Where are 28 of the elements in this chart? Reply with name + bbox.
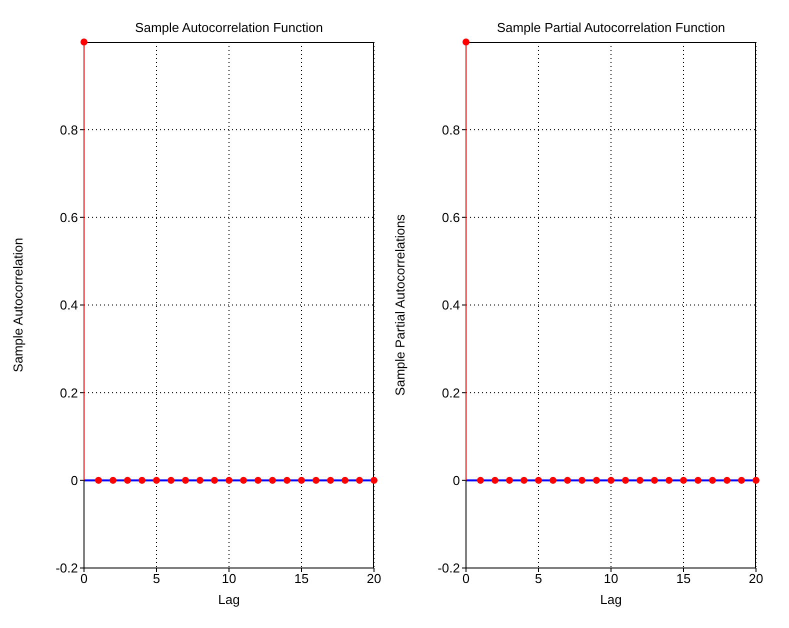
x-tick-label: 20: [748, 571, 764, 586]
y-tick-label: 0.4: [60, 298, 78, 313]
x-tick-label: 10: [222, 571, 236, 586]
y-tick-label: 0.6: [60, 210, 78, 225]
y-tick-label: 0.6: [442, 210, 460, 225]
x-tick-label: 15: [294, 571, 309, 586]
y-axis-title: Sample Partial Autocorrelations: [392, 214, 408, 396]
y-tick-label: 0.4: [442, 298, 460, 313]
y-axis-title: Sample Autocorrelation: [10, 238, 26, 372]
x-tick-label: 5: [534, 571, 542, 586]
x-axis-title: Lag: [600, 592, 622, 607]
x-tick-label: 20: [366, 571, 382, 586]
y-tick-label: 0.8: [60, 122, 78, 138]
y-tick-label: -0.2: [56, 560, 78, 576]
x-tick-label: 15: [676, 571, 691, 586]
y-tick-label: -0.2: [438, 560, 460, 576]
y-tick-label: 0.2: [442, 385, 460, 400]
x-axis-title: Lag: [218, 592, 240, 607]
chart-title: Sample Partial Autocorrelation Function: [496, 20, 726, 35]
chart-title: Sample Autocorrelation Function: [134, 20, 324, 35]
y-tick-label: 0: [70, 472, 78, 488]
y-tick-label: 0.8: [442, 122, 460, 138]
y-tick-label: 0.2: [60, 385, 78, 400]
x-tick-label: 0: [462, 571, 470, 586]
x-tick-label: 0: [80, 571, 88, 586]
x-tick-label: 10: [604, 571, 618, 586]
x-tick-label: 5: [152, 571, 160, 586]
y-tick-label: 0: [452, 472, 460, 488]
